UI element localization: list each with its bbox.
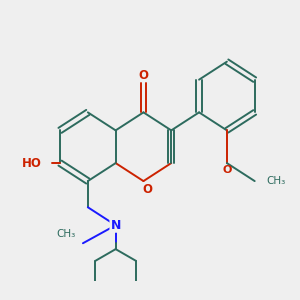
Text: CH₃: CH₃ [266,176,285,186]
Text: O: O [222,165,232,175]
Text: O: O [142,183,152,196]
Text: O: O [139,69,148,82]
Text: CH₃: CH₃ [56,229,76,239]
Text: HO: HO [22,157,42,169]
Text: N: N [110,219,121,232]
